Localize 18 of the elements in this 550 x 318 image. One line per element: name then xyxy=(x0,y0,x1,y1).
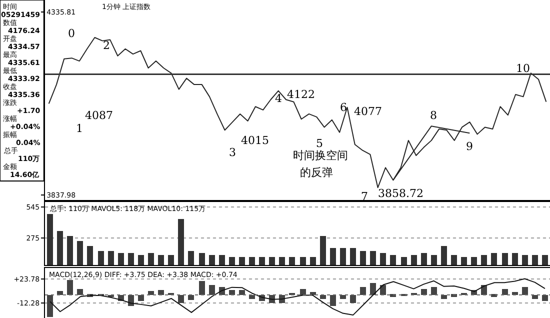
annotation: 0 xyxy=(68,27,75,40)
annotation: 9 xyxy=(466,140,473,153)
annotation: 7 xyxy=(361,190,368,203)
annotation: 3 xyxy=(229,146,236,159)
annotation: 4087 xyxy=(85,109,113,122)
annotation: 6 xyxy=(340,101,347,114)
annotation: 1 xyxy=(76,122,83,135)
annotation: 10 xyxy=(516,62,530,75)
annotation: 4015 xyxy=(241,134,269,147)
annotation: 8 xyxy=(430,109,437,122)
annotation: 3858.72 xyxy=(378,187,424,200)
annotation: 4077 xyxy=(354,105,382,118)
annotation: 的反弹 xyxy=(300,166,333,179)
annotation: 4122 xyxy=(287,88,315,101)
annotation: 4 xyxy=(275,92,282,105)
annotation: 5 xyxy=(316,137,323,150)
annotation: 2 xyxy=(103,39,110,52)
annotation: 时间换空间 xyxy=(293,149,348,162)
